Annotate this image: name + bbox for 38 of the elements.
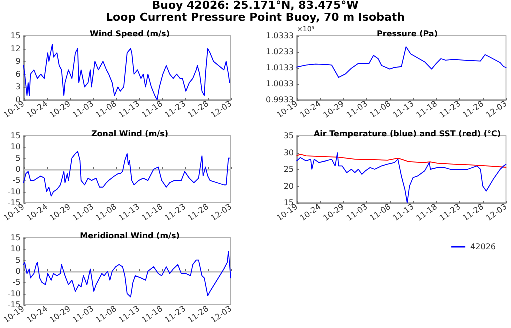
y-tick-label: 0: [16, 165, 21, 174]
y-tick-label: -15: [8, 300, 21, 310]
y-tick-label: 1.0333: [266, 32, 294, 40]
chart-title: Wind Speed (m/s): [90, 30, 170, 38]
y-tick-label: 35: [284, 132, 294, 140]
y-tick-label: 3: [16, 82, 21, 92]
chart-title: Pressure (Pa): [377, 30, 438, 38]
y-tick-label: 10: [10, 244, 21, 254]
y-tick-label: 30: [284, 148, 294, 158]
y-tick-label: 1.0033: [266, 80, 294, 88]
y-tick-label: -10: [8, 289, 21, 298]
y-tick-label: -5: [12, 278, 21, 288]
legend-label: 42026: [470, 242, 496, 252]
y-tick-label: 1.0233: [266, 48, 294, 56]
y-tick-label: -15: [8, 198, 21, 208]
y-tick-label: 1.0133: [266, 64, 294, 72]
y-tick-label: 15: [10, 32, 21, 40]
chart-title: Meridional Wind (m/s): [80, 232, 180, 240]
y-tick-label: 20: [284, 182, 294, 191]
y-tick-label: 5: [16, 256, 21, 265]
y-tick-label: -10: [8, 187, 21, 196]
y-tick-label: -5: [12, 176, 21, 186]
y-tick-label: 0.9933: [266, 96, 294, 104]
chart-title: Zonal Wind (m/s): [91, 130, 169, 138]
y-tick-label: 12: [10, 44, 21, 54]
y-tick-label: 15: [10, 132, 21, 140]
y-tick-label: 6: [16, 70, 21, 79]
y-tick-label: 10: [10, 142, 21, 152]
y-tick-label: 15: [284, 198, 294, 208]
y-tick-label: 5: [16, 154, 21, 163]
y-tick-label: 0: [16, 267, 21, 276]
chart-title: Air Temperature (blue) and SST (red) (°C): [314, 130, 502, 138]
y-tick-label: 0: [16, 96, 21, 104]
y-tick-label: 25: [284, 165, 294, 174]
text: Loop Current Pressure Point Buoy, 70 m Isobath: [105, 11, 406, 24]
text: Buoy 42026: 25.171°N, 83.475°W: [151, 0, 360, 12]
y-tick-label: 9: [16, 57, 21, 66]
y-tick-label: 15: [10, 234, 21, 242]
